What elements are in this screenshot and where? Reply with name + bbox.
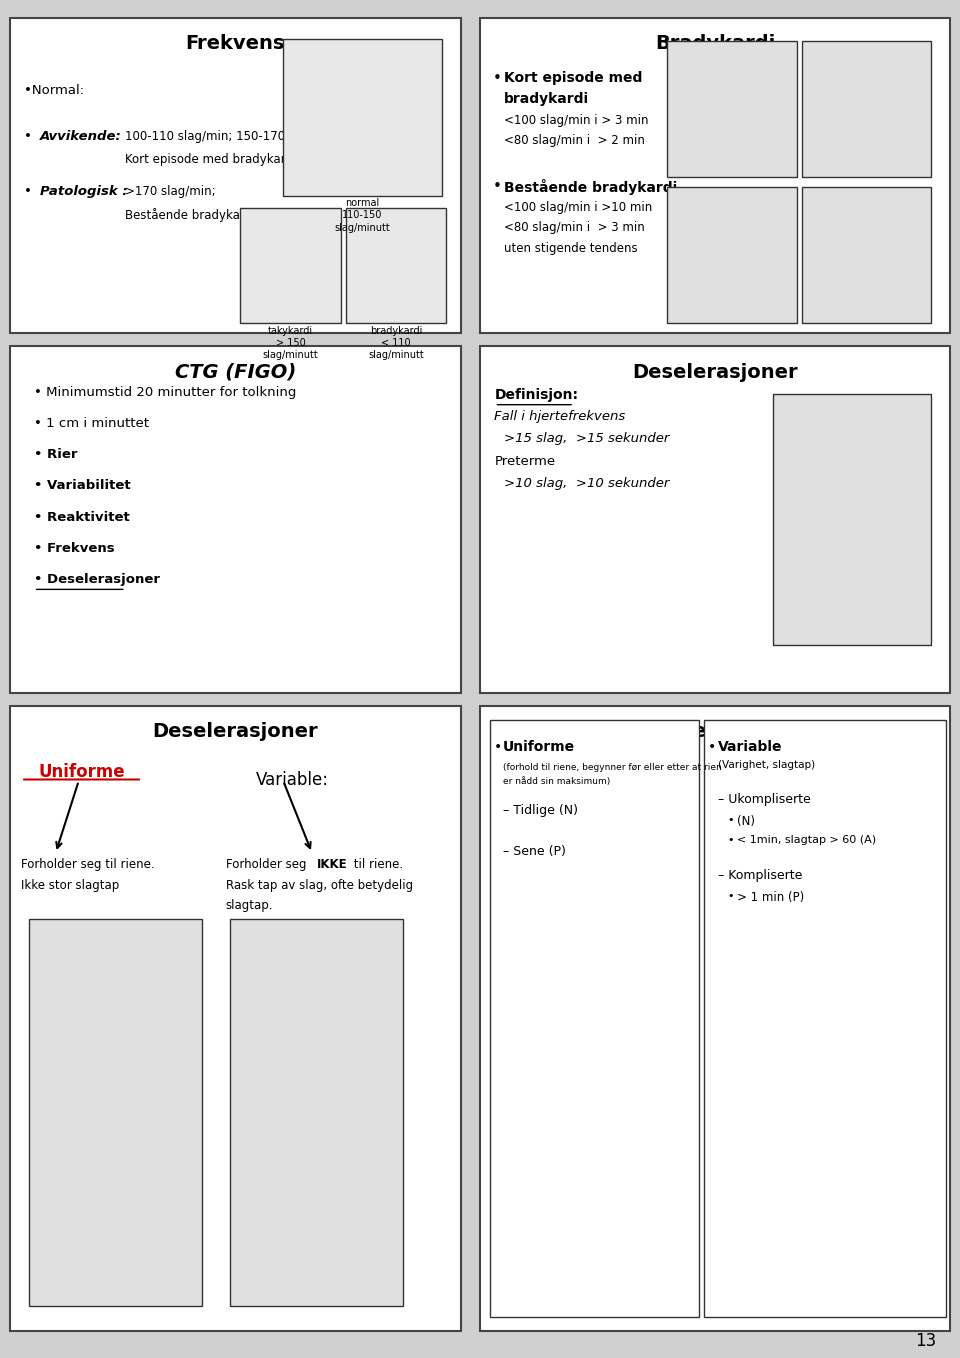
Text: > 150: > 150 <box>276 338 305 348</box>
Text: Uniforme: Uniforme <box>38 763 125 781</box>
FancyBboxPatch shape <box>667 187 797 323</box>
Text: Avvikende:: Avvikende: <box>40 130 122 144</box>
Text: – Ukompliserte: – Ukompliserte <box>718 793 811 807</box>
Text: Definisjon:: Definisjon: <box>494 388 578 402</box>
Text: til riene.: til riene. <box>350 858 403 872</box>
Text: slag/minutt: slag/minutt <box>334 223 391 232</box>
Text: 110-150: 110-150 <box>342 210 383 220</box>
Text: Ikke stor slagtap: Ikke stor slagtap <box>21 879 119 892</box>
FancyBboxPatch shape <box>667 41 797 177</box>
Text: Deselerasjoner: Deselerasjoner <box>153 722 318 741</box>
Text: Deselerasjoner: Deselerasjoner <box>633 722 798 741</box>
Text: Kort episode med bradykardi: Kort episode med bradykardi <box>125 153 296 167</box>
FancyBboxPatch shape <box>230 919 403 1306</box>
Text: Variable: Variable <box>718 740 782 754</box>
Text: •Normal:: •Normal: <box>24 84 84 98</box>
FancyBboxPatch shape <box>480 18 950 333</box>
Text: • Variabilitet: • Variabilitet <box>34 479 131 493</box>
Text: • Deselerasjoner: • Deselerasjoner <box>34 573 159 587</box>
Text: (N): (N) <box>737 815 756 828</box>
Text: (forhold til riene, begynner før eller etter at rien: (forhold til riene, begynner før eller e… <box>503 763 722 773</box>
Text: Bradykardi: Bradykardi <box>655 34 776 53</box>
Text: •: • <box>492 71 501 86</box>
Text: Fall i hjertefrekvens: Fall i hjertefrekvens <box>494 410 626 424</box>
Text: •: • <box>708 740 716 754</box>
Text: • Frekvens: • Frekvens <box>34 542 114 555</box>
Text: IKKE: IKKE <box>317 858 348 872</box>
Text: slagtap.: slagtap. <box>226 899 273 913</box>
FancyBboxPatch shape <box>802 41 931 177</box>
Text: Deselerasjoner: Deselerasjoner <box>633 363 798 382</box>
FancyBboxPatch shape <box>480 346 950 693</box>
Text: bradykardi: bradykardi <box>370 326 422 335</box>
Text: Preterme: Preterme <box>494 455 556 469</box>
Text: Kort episode med: Kort episode med <box>504 71 642 84</box>
Text: Uniforme: Uniforme <box>503 740 575 754</box>
Text: bradykardi: bradykardi <box>504 92 589 106</box>
Text: slag/minutt: slag/minutt <box>368 350 424 360</box>
Text: Bestående bradykardi: Bestående bradykardi <box>125 208 255 221</box>
Text: < 1min, slagtap > 60 (A): < 1min, slagtap > 60 (A) <box>737 835 876 845</box>
FancyBboxPatch shape <box>704 720 946 1317</box>
Text: > 1 min (P): > 1 min (P) <box>737 891 804 904</box>
Text: 13: 13 <box>915 1332 936 1350</box>
Text: <80 slag/min i  > 2 min: <80 slag/min i > 2 min <box>504 134 645 148</box>
Text: •: • <box>728 835 734 845</box>
Text: •: • <box>24 130 32 144</box>
Text: < 110: < 110 <box>381 338 411 348</box>
Text: 100-110 slag/min; 150-170 slag/min;: 100-110 slag/min; 150-170 slag/min; <box>125 130 344 144</box>
Text: CTG (FIGO): CTG (FIGO) <box>175 363 296 382</box>
Text: slag/minutt: slag/minutt <box>262 350 319 360</box>
Text: normal: normal <box>346 198 379 208</box>
FancyBboxPatch shape <box>802 187 931 323</box>
Text: >170 slag/min;: >170 slag/min; <box>125 185 215 198</box>
Text: uten stigende tendens: uten stigende tendens <box>504 242 637 255</box>
FancyBboxPatch shape <box>773 394 931 645</box>
Text: Forholder seg til riene.: Forholder seg til riene. <box>21 858 155 872</box>
Text: •: • <box>728 815 734 824</box>
Text: •: • <box>493 740 502 754</box>
Text: Rask tap av slag, ofte betydelig: Rask tap av slag, ofte betydelig <box>226 879 413 892</box>
Text: •: • <box>728 891 734 900</box>
Text: Bestående bradykardi: Bestående bradykardi <box>504 179 677 196</box>
FancyBboxPatch shape <box>240 208 341 323</box>
Text: <80 slag/min i  > 3 min: <80 slag/min i > 3 min <box>504 221 645 235</box>
Text: <100 slag/min i >10 min: <100 slag/min i >10 min <box>504 201 652 215</box>
Text: <100 slag/min i > 3 min: <100 slag/min i > 3 min <box>504 114 649 128</box>
Text: >10 slag,  >10 sekunder: >10 slag, >10 sekunder <box>504 477 669 490</box>
Text: •: • <box>24 185 32 198</box>
Text: – Kompliserte: – Kompliserte <box>718 869 803 883</box>
Text: Forholder seg: Forholder seg <box>226 858 310 872</box>
FancyBboxPatch shape <box>10 346 461 693</box>
Text: er nådd sin maksimum): er nådd sin maksimum) <box>503 777 611 786</box>
FancyBboxPatch shape <box>480 706 950 1331</box>
Text: Variable:: Variable: <box>256 771 329 789</box>
Text: • 1 cm i minuttet: • 1 cm i minuttet <box>34 417 149 430</box>
FancyBboxPatch shape <box>346 208 446 323</box>
FancyBboxPatch shape <box>283 39 442 196</box>
Text: Patologisk :: Patologisk : <box>40 185 128 198</box>
FancyBboxPatch shape <box>10 18 461 333</box>
Text: (Varighet, slagtap): (Varighet, slagtap) <box>718 760 815 770</box>
FancyBboxPatch shape <box>10 706 461 1331</box>
Text: >15 slag,  >15 sekunder: >15 slag, >15 sekunder <box>504 432 669 445</box>
Text: •: • <box>492 179 501 194</box>
Text: • Rier: • Rier <box>34 448 77 462</box>
Text: Frekvens: Frekvens <box>185 34 285 53</box>
Text: takykardi: takykardi <box>268 326 313 335</box>
FancyBboxPatch shape <box>29 919 202 1306</box>
FancyBboxPatch shape <box>490 720 699 1317</box>
Text: • Minimumstid 20 minutter for tolkning: • Minimumstid 20 minutter for tolkning <box>34 386 296 399</box>
Text: • Reaktivitet: • Reaktivitet <box>34 511 130 524</box>
Text: – Sene (P): – Sene (P) <box>503 845 565 858</box>
Text: – Tidlige (N): – Tidlige (N) <box>503 804 578 818</box>
